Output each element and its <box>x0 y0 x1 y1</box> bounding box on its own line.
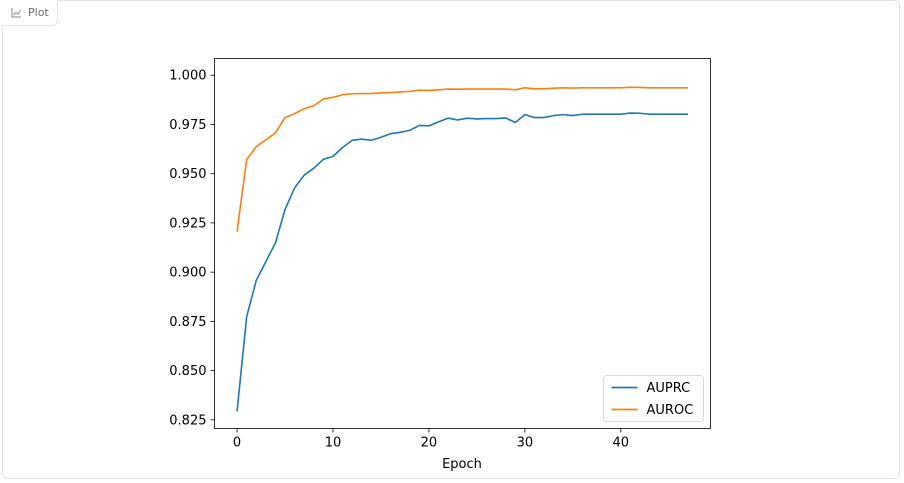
legend: AUPRC AUROC <box>603 375 704 422</box>
x-axis-label: Epoch <box>442 457 482 472</box>
y-tick-label: 0.875 <box>169 315 206 330</box>
series-layer <box>236 86 688 412</box>
legend-label-auprc: AUPRC <box>647 381 691 396</box>
y-tick-label: 0.850 <box>169 364 206 379</box>
x-tick-label: 20 <box>421 436 438 451</box>
y-tick-label: 0.925 <box>169 216 206 231</box>
x-tick-label: 10 <box>325 436 342 451</box>
y-tick-label: 0.950 <box>169 167 206 182</box>
y-tick-label: 0.975 <box>169 118 206 133</box>
series-line-auprc <box>236 112 688 412</box>
x-tick-label: 30 <box>517 436 534 451</box>
y-tick-label: 1.000 <box>169 69 206 84</box>
x-tick-label: 40 <box>613 436 630 451</box>
chart-icon <box>11 8 21 18</box>
y-axis: 0.825 0.850 0.875 0.900 0.925 0.950 0.975 1.000 <box>169 69 215 428</box>
y-tick-label: 0.825 <box>169 413 206 428</box>
x-axis: 0 10 20 30 40 <box>233 428 630 451</box>
plot-tab-label: Plot <box>28 6 49 19</box>
x-tick-label: 0 <box>233 436 241 451</box>
axes-frame <box>214 58 711 429</box>
plot-tab[interactable]: Plot <box>2 0 58 26</box>
y-tick-label: 0.900 <box>169 266 206 281</box>
legend-label-auroc: AUROC <box>647 403 694 418</box>
series-line-auroc <box>236 86 688 232</box>
